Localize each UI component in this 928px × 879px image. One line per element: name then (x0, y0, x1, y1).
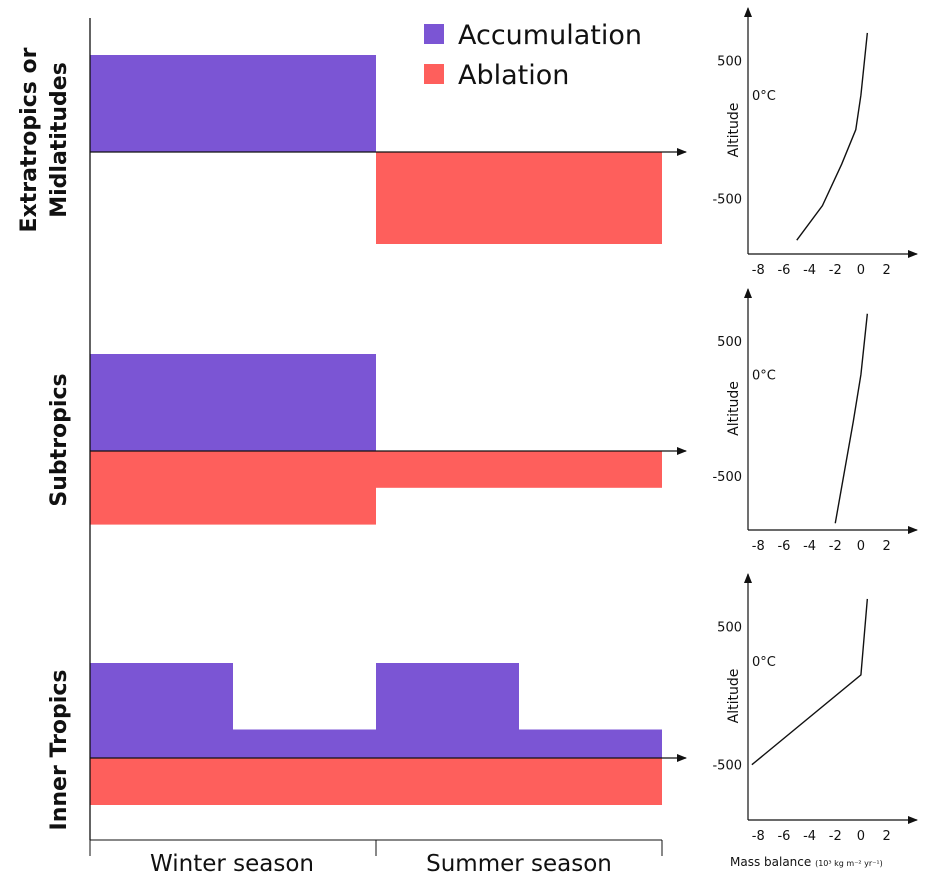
row-title: Subtropics (47, 373, 72, 506)
profile-y-tick-label: -500 (712, 759, 742, 774)
profile-x-tick-label: -8 (752, 829, 765, 844)
profile-x-tick-label: 2 (882, 263, 890, 278)
profile-x-tick-label: -2 (829, 829, 842, 844)
row-title: Inner Tropics (47, 670, 72, 831)
accumulation-bar (376, 663, 519, 758)
profile-chart: -8 -6 -4 -2 0 2 500 -500 0°C Altitude Mass balance… (712, 573, 918, 869)
mass-balance-line (834, 313, 869, 524)
row-title-line: Midlatitudes (47, 62, 72, 218)
accumulation-bar (90, 663, 233, 758)
legend-label-ablation: Ablation (458, 60, 569, 91)
profile-x-tick-label: -8 (752, 539, 765, 554)
freezing-level-label: 0°C (752, 655, 776, 670)
profile-x-tick-label: -6 (777, 539, 790, 554)
row-title-line: Extratropics or (17, 47, 42, 232)
legend-label-accumulation: Accumulation (458, 20, 642, 51)
mass-balance-line (751, 598, 869, 766)
mass-balance-line (796, 32, 869, 241)
profile-x-tick-label: -8 (752, 263, 765, 278)
accumulation-bar (519, 729, 662, 758)
season-label-summer: Summer season (426, 851, 612, 877)
profile-chart: -8 -6 -4 -2 0 2 500 -500 0°C Altitude (712, 288, 918, 554)
profile-x-tick-label: 0 (857, 829, 865, 844)
profile-y-axis-label: Altitude (726, 381, 742, 436)
accumulation-bar (90, 55, 376, 152)
profile-x-tick-label: 2 (882, 829, 890, 844)
profile-x-tick-label: 2 (882, 539, 890, 554)
profile-y-tick-label: -500 (712, 470, 742, 485)
profile-x-tick-label: -2 (829, 539, 842, 554)
profile-y-axis-label: Altitude (726, 103, 742, 158)
legend: Accumulation Ablation (424, 20, 642, 91)
profile-x-tick-label: -4 (803, 829, 816, 844)
mass-balance-profiles: -8 -6 -4 -2 0 2 500 -500 0°C Altitude -8 -6 -4 -2 0 2 50… (712, 7, 918, 869)
profile-y-tick-label: 500 (717, 621, 742, 636)
freezing-level-label: 0°C (752, 89, 776, 104)
profile-x-axis-unit: (10³ kg m⁻² yr⁻¹) (815, 859, 883, 868)
row-title-line: Inner Tropics (47, 670, 72, 831)
accumulation-bar (90, 354, 376, 451)
ablation-bar (90, 451, 376, 525)
profile-x-tick-label: -4 (803, 263, 816, 278)
profile-x-axis-label: Mass balance (10³ kg m⁻² yr⁻¹) (730, 855, 883, 869)
profile-x-tick-label: -2 (829, 263, 842, 278)
season-label-winter: Winter season (150, 851, 314, 877)
ablation-bar (376, 451, 662, 488)
freezing-level-label: 0°C (752, 369, 776, 384)
profile-x-tick-label: -6 (777, 263, 790, 278)
accumulation-bar (233, 729, 376, 758)
season-labels: Winter season Summer season (150, 851, 612, 877)
ablation-bar (376, 152, 662, 244)
legend-swatch-accumulation (424, 24, 444, 44)
profile-x-tick-label: -6 (777, 829, 790, 844)
profile-y-tick-label: 500 (717, 335, 742, 350)
profile-x-tick-label: 0 (857, 263, 865, 278)
profile-chart: -8 -6 -4 -2 0 2 500 -500 0°C Altitude (712, 7, 918, 278)
main-axes (89, 18, 687, 856)
profile-y-tick-label: 500 (717, 55, 742, 70)
profile-y-axis-label: Altitude (726, 669, 742, 724)
ablation-bar (90, 758, 662, 805)
legend-swatch-ablation (424, 64, 444, 84)
row-title-line: Subtropics (47, 373, 72, 506)
seasonal-bars (90, 55, 662, 805)
profile-x-axis-label-text: Mass balance (730, 855, 815, 869)
row-titles: Extratropics or Midlatitudes Subtropics Inn… (17, 47, 72, 830)
profile-x-tick-label: 0 (857, 539, 865, 554)
row-title: Extratropics or Midlatitudes (17, 47, 72, 232)
profile-y-tick-label: -500 (712, 193, 742, 208)
profile-x-tick-label: -4 (803, 539, 816, 554)
